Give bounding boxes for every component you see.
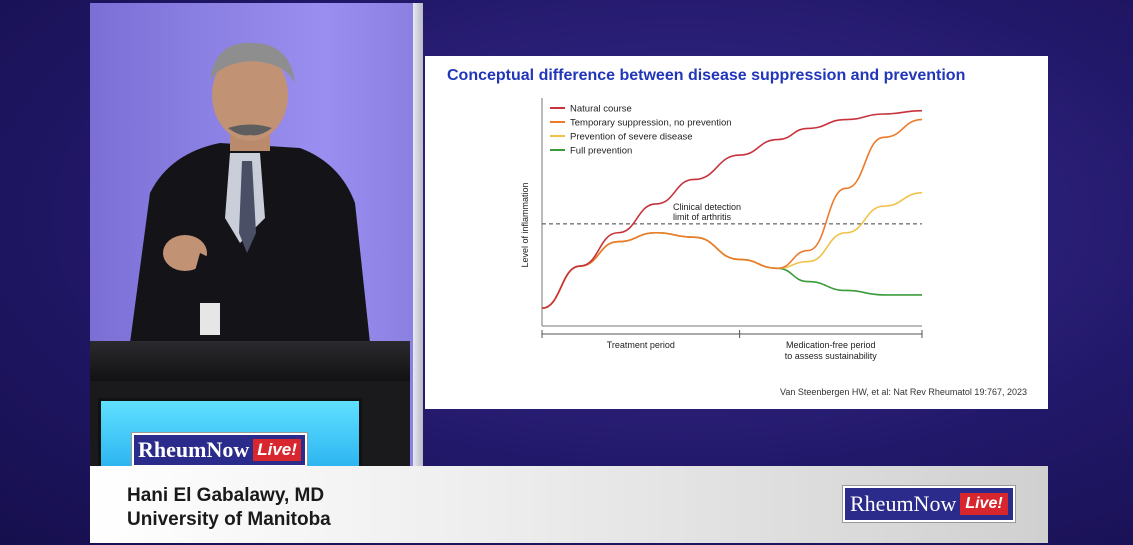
speaker-camera: RheumNow Live! <box>90 3 422 468</box>
citation-text: Van Steenbergen HW, et al: Nat Rev Rheum… <box>780 387 1027 397</box>
speaker-figure <box>130 42 370 343</box>
legend-label: Natural course <box>570 104 632 115</box>
legend-label: Temporary suppression, no prevention <box>570 118 732 129</box>
slide-title: Conceptual difference between disease su… <box>447 67 966 84</box>
banner-logo-live-text: Live! <box>960 493 1008 515</box>
podium-top <box>90 341 410 381</box>
podium-logo: RheumNow Live! <box>132 433 307 467</box>
lower-third-banner: Hani El Gabalawy, MD University of Manit… <box>90 466 1048 543</box>
y-axis-label: Level of inflammation <box>520 182 530 267</box>
banner-logo: RheumNow Live! <box>843 486 1015 522</box>
legend-label: Prevention of severe disease <box>570 132 693 143</box>
banner-logo-brand-text: RheumNow <box>850 491 957 516</box>
inflammation-chart: Level of inflammation Treatment period Med… <box>520 98 923 361</box>
legend-label: Full prevention <box>570 146 632 157</box>
speaker-affiliation: University of Manitoba <box>127 509 331 530</box>
series-line-natural-course <box>541 109 923 310</box>
segment-label-treatment: Treatment period <box>607 340 675 350</box>
logo-brand-text: RheumNow <box>138 437 250 462</box>
speaker-name: Hani El Gabalawy, MD <box>127 485 325 506</box>
series-line-temporary-suppression-no-prevention <box>541 118 923 310</box>
camera-divider <box>413 3 423 468</box>
presentation-slide: Conceptual difference between disease su… <box>425 56 1048 409</box>
threshold-label: Clinical detection <box>673 202 741 212</box>
series-line-full-prevention <box>541 231 922 310</box>
logo-live-text: Live! <box>253 439 301 461</box>
segment-label-medication-free: Medication-free period <box>786 340 876 350</box>
threshold-label-line2: limit of arthritis <box>673 212 732 222</box>
segment-label-medication-free-line2: to assess sustainability <box>785 351 878 361</box>
